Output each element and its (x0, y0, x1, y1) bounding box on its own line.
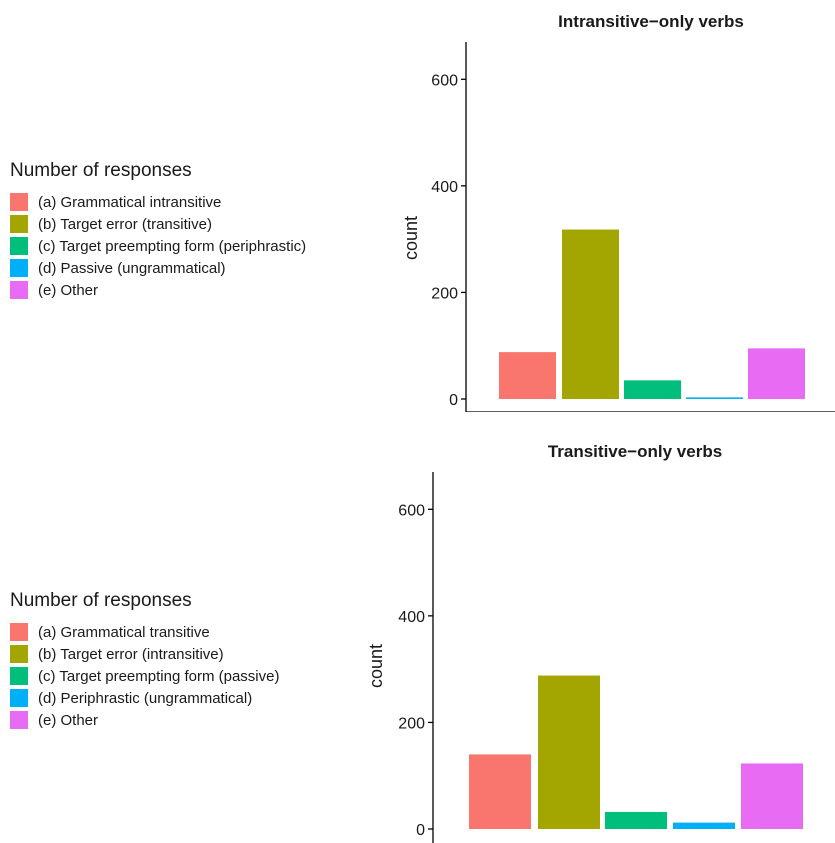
legend-item: (b) Target error (intransitive) (10, 643, 279, 665)
legend-title: Number of responses (10, 160, 192, 181)
legend-label: (d) Periphrastic (ungrammatical) (38, 689, 253, 707)
legend-swatch (10, 645, 28, 663)
bar (499, 352, 556, 399)
legend-label: (c) Target preempting form (periphrastic… (38, 237, 307, 255)
y-tick-label: 200 (431, 285, 458, 302)
bar (562, 229, 619, 399)
legend-item: (e) Other (10, 709, 279, 731)
legend-label: (b) Target error (intransitive) (38, 645, 224, 663)
legend-label: (e) Other (38, 711, 99, 729)
chart-title: Transitive−only verbs (548, 442, 722, 461)
bar (673, 822, 735, 829)
legend-label: (b) Target error (transitive) (38, 215, 212, 233)
legend-label: (a) Grammatical transitive (38, 623, 210, 641)
bar (686, 397, 743, 399)
legend-swatch (10, 215, 28, 233)
legend-item: (c) Target preempting form (passive) (10, 665, 279, 687)
y-tick-label: 0 (449, 392, 458, 409)
chart-title: Intransitive−only verbs (558, 12, 744, 31)
y-tick-label: 0 (416, 822, 425, 839)
legend: Number of responses (a) Grammatical intr… (10, 160, 306, 301)
legend-swatch (10, 689, 28, 707)
y-tick-label: 600 (431, 72, 458, 89)
y-tick-label: 600 (398, 502, 425, 519)
legend-item: (a) Grammatical transitive (10, 621, 279, 643)
legend: Number of responses (a) Grammatical tran… (10, 590, 279, 731)
legend-items: (a) Grammatical transitive (b) Target err… (10, 621, 279, 731)
legend-item: (c) Target preempting form (periphrastic… (10, 235, 306, 257)
legend-item: (d) Periphrastic (ungrammatical) (10, 687, 279, 709)
bar (605, 811, 667, 829)
bar (624, 380, 681, 399)
legend-swatch (10, 237, 28, 255)
legend-swatch (10, 711, 28, 729)
bar (469, 754, 531, 829)
legend-swatch (10, 667, 28, 685)
bar (748, 348, 805, 399)
legend-label: (e) Other (38, 281, 99, 299)
legend-swatch (10, 259, 28, 277)
chart-panel-intransitive: Number of responses (a) Grammatical intr… (0, 0, 835, 412)
bar-chart: Transitive−only verbs count 0 200 400 600 (366, 442, 803, 843)
legend-label: (a) Grammatical intransitive (38, 193, 222, 211)
bar-chart: Intransitive−only verbs count 0 200 400 600 (401, 12, 835, 412)
legend-label: (c) Target preempting form (passive) (38, 667, 280, 685)
y-tick-label: 200 (398, 715, 425, 732)
legend-swatch (10, 623, 28, 641)
legend-swatch (10, 193, 28, 211)
legend-item: (b) Target error (transitive) (10, 213, 306, 235)
legend-title: Number of responses (10, 590, 192, 611)
bar (741, 763, 803, 829)
y-tick-label: 400 (398, 609, 425, 626)
legend-item: (a) Grammatical intransitive (10, 191, 306, 213)
legend-item: (e) Other (10, 279, 306, 301)
legend-label: (d) Passive (ungrammatical) (38, 259, 226, 277)
legend-items: (a) Grammatical intransitive (b) Target e… (10, 191, 306, 301)
legend-item: (d) Passive (ungrammatical) (10, 257, 306, 279)
chart-panel-transitive: Number of responses (a) Grammatical tran… (0, 430, 835, 843)
legend-swatch (10, 281, 28, 299)
y-axis-label: count (366, 644, 386, 688)
y-tick-label: 400 (431, 179, 458, 196)
bar (538, 675, 600, 829)
y-axis-label: count (401, 216, 421, 260)
